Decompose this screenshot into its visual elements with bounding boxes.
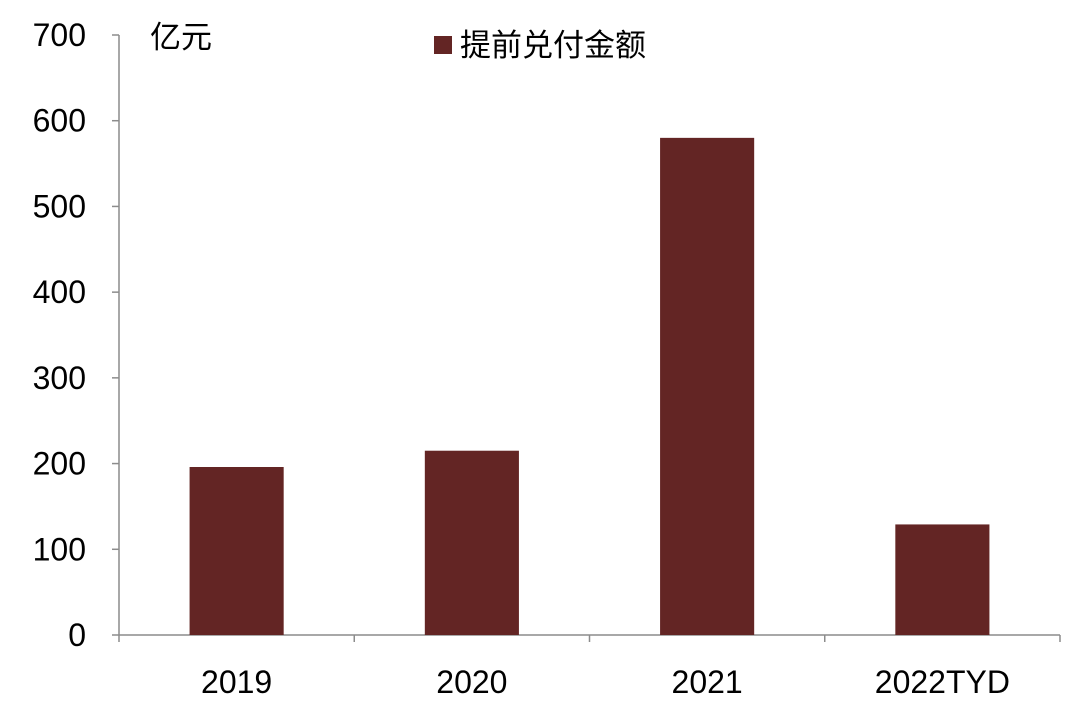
legend-swatch bbox=[434, 36, 452, 54]
y-tick-label: 300 bbox=[33, 360, 86, 396]
y-tick-label: 400 bbox=[33, 274, 86, 310]
y-tick-label: 600 bbox=[33, 103, 86, 139]
x-tick-label: 2021 bbox=[672, 664, 743, 700]
y-tick-label: 0 bbox=[68, 617, 86, 653]
y-tick-label: 500 bbox=[33, 188, 86, 224]
legend-label: 提前兑付金额 bbox=[460, 28, 646, 64]
y-tick-label: 100 bbox=[33, 531, 86, 567]
x-tick-label: 2022TYD bbox=[875, 664, 1010, 700]
x-tick-label: 2020 bbox=[436, 664, 507, 700]
legend: 提前兑付金额 bbox=[434, 28, 646, 64]
x-tick-label: 2019 bbox=[201, 664, 272, 700]
bar-2022TYD bbox=[895, 524, 990, 635]
y-tick-label: 700 bbox=[33, 17, 86, 53]
bar-2021 bbox=[660, 137, 755, 635]
y-tick-label: 200 bbox=[33, 446, 86, 482]
bar-2019 bbox=[189, 467, 284, 635]
tick-labels: 0 100 200 300 400 500 600 700 2019 2020 2021 2022TY… bbox=[33, 17, 1010, 700]
bars bbox=[189, 137, 990, 635]
y-axis-unit-label: 亿元 bbox=[150, 20, 212, 56]
bar-2020 bbox=[424, 450, 519, 635]
